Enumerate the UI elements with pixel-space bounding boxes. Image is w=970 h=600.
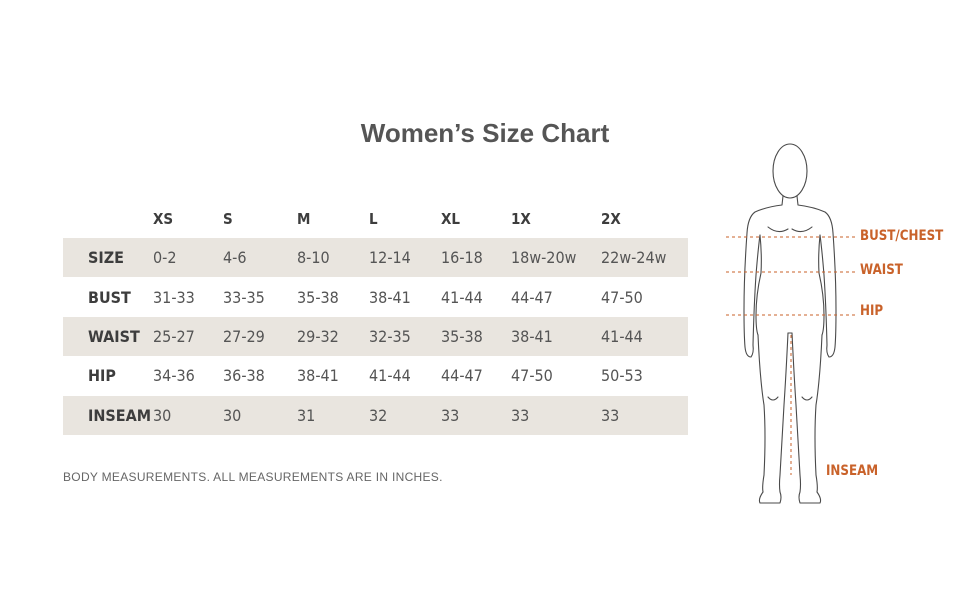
- figure-left-shoulder: [746, 195, 784, 234]
- table-cell: 32-35: [369, 316, 441, 357]
- row-label: WAIST: [63, 316, 153, 357]
- table-cell: 18w-20w: [511, 238, 601, 278]
- table-cell: 32: [369, 395, 441, 435]
- figure-head: [772, 143, 808, 199]
- table-cell: 33: [441, 395, 511, 435]
- hip-label: HIP: [860, 303, 884, 319]
- table-cell: 31-33: [153, 287, 195, 307]
- figure-right-outer-leg: [814, 334, 823, 493]
- table-cell: 36-38: [223, 366, 265, 386]
- figure-left-torso: [755, 234, 762, 336]
- header-cell-2x: 2X: [601, 210, 621, 228]
- body-figure-illustration: [726, 143, 855, 504]
- measurement-note: BODY MEASUREMENTS. ALL MEASUREMENTS ARE …: [63, 470, 443, 484]
- header-cell-xs: XS: [153, 210, 174, 228]
- figure-right-shoulder: [796, 195, 834, 234]
- table-cell: 25-27: [153, 316, 223, 357]
- table-cell: 50-53: [601, 366, 643, 386]
- figure-right-foot: [798, 491, 822, 504]
- header-cell-xl: XL: [441, 210, 461, 228]
- row-label: INSEAM: [63, 395, 153, 435]
- row-label: SIZE: [63, 238, 153, 278]
- figure-left-arm: [743, 232, 748, 348]
- header-row: XS S M L XL 1X 2X: [63, 200, 688, 238]
- size-table: XS S M L XL 1X 2X SIZE 0-2 4-6 8-10 12-1…: [63, 200, 688, 435]
- table-cell: 41-44: [601, 316, 688, 357]
- figure-bust-right: [791, 226, 813, 233]
- table-cell: 44-47: [511, 287, 553, 307]
- table-cell: 35-38: [297, 287, 339, 307]
- table-cell: 33-35: [223, 287, 265, 307]
- header-cell-1x: 1X: [511, 210, 531, 228]
- table-cell: 31: [297, 395, 369, 435]
- table-cell: 33: [601, 395, 688, 435]
- table-cell: 29-32: [297, 316, 369, 357]
- table-cell: 22w-24w: [601, 238, 688, 278]
- bust-chest-label: BUST/CHEST: [860, 228, 944, 244]
- header-cell-s: S: [223, 210, 233, 228]
- page-title: Women’s Size Chart: [360, 118, 610, 148]
- row-label: BUST: [88, 287, 131, 307]
- figure-left-foot: [758, 491, 782, 504]
- figure-right-hand: [826, 344, 836, 358]
- figure-left-hand: [744, 344, 754, 358]
- inseam-label: INSEAM: [826, 463, 879, 479]
- table-row-bust: BUST 31-33 33-35 35-38 38-41 41-44 44-47…: [63, 277, 688, 316]
- figure-left-outer-leg: [757, 334, 766, 493]
- table-cell: 0-2: [153, 238, 223, 278]
- header-cell-empty: [63, 200, 153, 238]
- figure-right-torso: [818, 234, 825, 336]
- figure-right-knee: [801, 396, 813, 401]
- table-cell: 44-47: [441, 366, 483, 386]
- row-label: HIP: [88, 366, 116, 386]
- figure-left-inner-leg: [778, 332, 789, 493]
- figure-right-arm: [832, 232, 837, 348]
- figure-right-inner-leg: [791, 332, 802, 493]
- table-cell: 47-50: [601, 287, 643, 307]
- table-cell: 47-50: [511, 366, 553, 386]
- table-row-size: SIZE 0-2 4-6 8-10 12-14 16-18 18w-20w 22…: [63, 238, 688, 278]
- waist-label: WAIST: [860, 262, 903, 278]
- table-row-inseam: INSEAM 30 30 31 32 33 33 33: [63, 395, 688, 435]
- table-cell: 30: [223, 395, 297, 435]
- table-cell: 12-14: [369, 238, 441, 278]
- table-cell: 30: [153, 395, 223, 435]
- table-cell: 16-18: [441, 238, 511, 278]
- table-row-hip: HIP 34-36 36-38 38-41 41-44 44-47 47-50 …: [63, 356, 688, 395]
- header-cell-l: L: [369, 210, 378, 228]
- header-cell-m: M: [297, 210, 311, 228]
- table-cell: 8-10: [297, 238, 369, 278]
- table-cell: 4-6: [223, 238, 297, 278]
- table-cell: 38-41: [297, 366, 339, 386]
- figure-left-knee: [767, 396, 779, 401]
- table-row-waist: WAIST 25-27 27-29 29-32 32-35 35-38 38-4…: [63, 316, 688, 357]
- figure-bust-left: [767, 226, 789, 233]
- table-cell: 35-38: [441, 316, 511, 357]
- table-cell: 41-44: [441, 287, 483, 307]
- figure-left-inner-arm: [752, 234, 761, 346]
- table-cell: 38-41: [511, 316, 601, 357]
- table-cell: 41-44: [369, 366, 411, 386]
- table-cell: 38-41: [369, 287, 411, 307]
- figure-right-inner-arm: [819, 234, 828, 346]
- table-cell: 27-29: [223, 316, 297, 357]
- table-cell: 33: [511, 395, 601, 435]
- table-cell: 34-36: [153, 366, 195, 386]
